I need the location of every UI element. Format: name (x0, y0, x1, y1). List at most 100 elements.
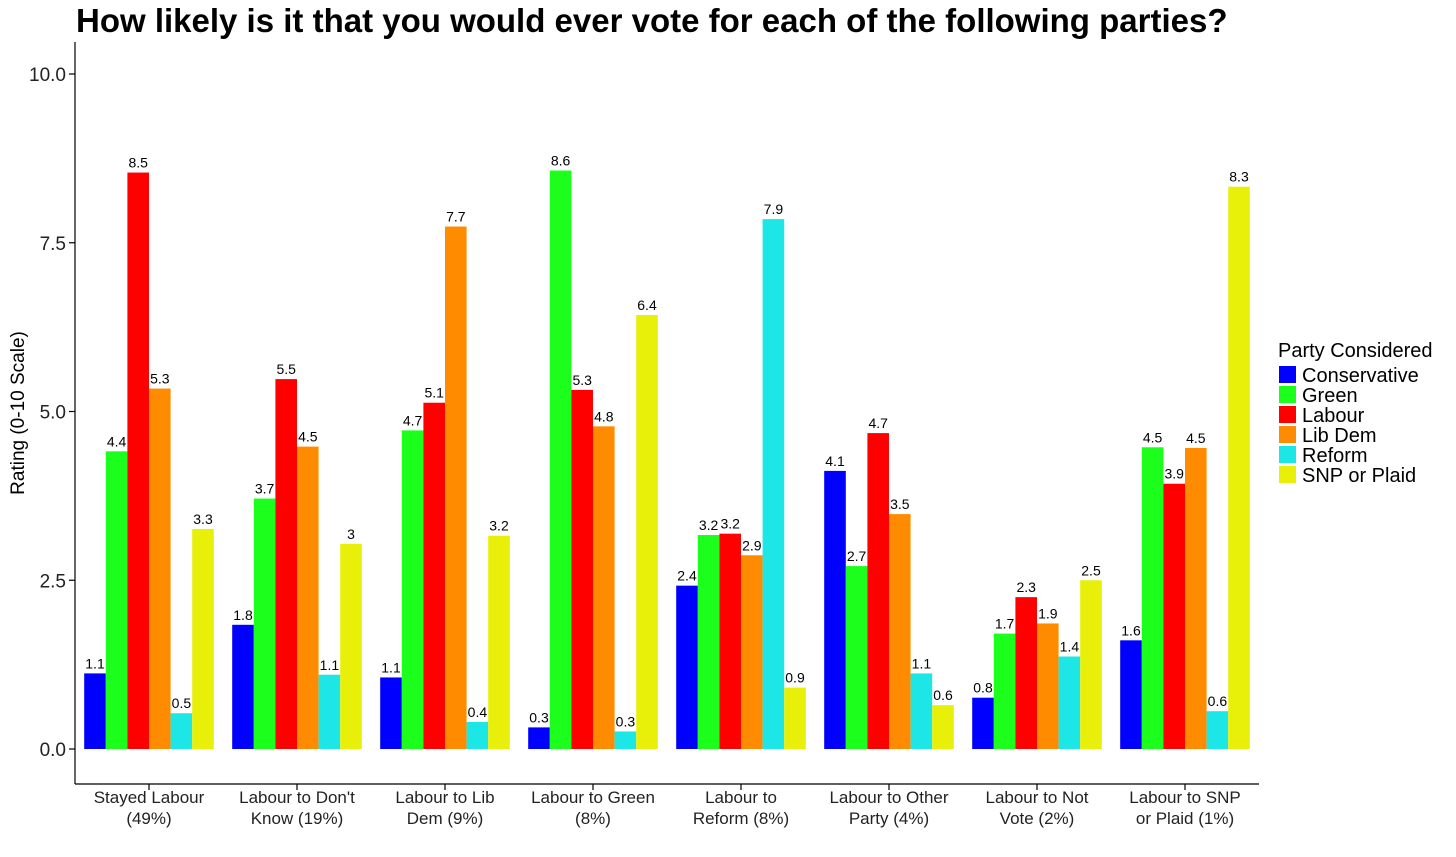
chart-axes (74, 42, 1259, 785)
bar-lib-dem (297, 446, 319, 749)
data-label: 3.2 (489, 518, 509, 534)
x-category-label: Reform (8%) (693, 809, 789, 828)
legend-label: Lib Dem (1302, 425, 1376, 447)
legend-label: Labour (1302, 405, 1365, 427)
data-label: 3.9 (1164, 466, 1184, 482)
bar-labour (867, 433, 889, 749)
legend-swatch-lib-dem (1279, 426, 1296, 443)
data-label: 8.3 (1229, 169, 1249, 185)
x-category-label: Labour to Don't (239, 788, 355, 807)
x-category-label: Vote (2%) (1000, 809, 1075, 828)
legend-swatch-labour (1279, 406, 1296, 423)
data-label: 3 (347, 526, 355, 542)
x-category-label: Labour to Green (531, 788, 655, 807)
bar-snp-or-plaid (636, 314, 658, 749)
bar-reform (762, 219, 785, 750)
bar-snp-or-plaid (192, 528, 214, 749)
data-label: 0.6 (1208, 693, 1228, 709)
bar-labour (1163, 483, 1185, 749)
bar-conservative (676, 585, 698, 749)
bar-conservative (380, 677, 402, 749)
x-category-label: Labour to Not (985, 788, 1088, 807)
legend-swatch-conservative (1279, 366, 1296, 383)
bar-labour (1015, 597, 1037, 750)
y-tick-label: 2.5 (40, 571, 66, 592)
bar-green (697, 535, 720, 749)
data-label: 3.5 (890, 496, 910, 512)
data-label: 4.8 (594, 408, 614, 424)
legend-label: Conservative (1302, 365, 1419, 387)
data-label: 0.5 (172, 695, 192, 711)
bar-lib-dem (1185, 447, 1207, 749)
data-label: 5.3 (150, 371, 170, 387)
data-label: 0.4 (468, 704, 488, 720)
bar-reform (318, 674, 341, 749)
data-label: 1.4 (1060, 639, 1080, 655)
x-category-label: Labour to Lib (395, 788, 494, 807)
bar-snp-or-plaid (932, 705, 954, 750)
data-label: 2.7 (847, 548, 867, 564)
x-category-label: Dem (9%) (407, 809, 484, 828)
bar-green (1141, 447, 1164, 749)
bar-reform (1206, 711, 1229, 749)
y-axis-title: Rating (0-10 Scale) (8, 331, 29, 495)
legend-swatch-snp-or-plaid (1279, 466, 1296, 483)
x-category-labels: Stayed Labour (49%) Labour to Don't Know (1… (94, 784, 1241, 828)
bar-green (845, 566, 868, 749)
x-category-label: Party (4%) (849, 809, 929, 828)
bar-reform (614, 731, 637, 749)
data-label: 4.5 (298, 429, 318, 445)
data-label: 8.5 (128, 155, 148, 171)
bar-labour (571, 389, 593, 749)
bar-snp-or-plaid (784, 687, 806, 749)
data-label: 6.4 (637, 297, 657, 313)
bar-conservative (824, 470, 846, 749)
x-category-label: (8%) (575, 809, 611, 828)
data-label: 4.7 (868, 415, 888, 431)
x-category-label: Labour to (705, 788, 777, 807)
legend-label: Reform (1302, 445, 1368, 467)
x-category-label: or Plaid (1%) (1136, 809, 1234, 828)
data-label: 4.7 (403, 412, 423, 428)
bar-reform (1058, 656, 1081, 749)
data-label: 0.8 (973, 680, 993, 696)
bar-reform (910, 673, 933, 749)
x-category-label: Stayed Labour (94, 788, 205, 807)
legend-label: SNP or Plaid (1302, 465, 1416, 487)
data-label: 0.6 (933, 687, 953, 703)
data-label: 1.1 (381, 659, 401, 675)
data-label: 4.1 (825, 453, 845, 469)
data-label: 3.2 (720, 516, 740, 532)
data-label: 3.3 (193, 511, 213, 527)
bar-reform (170, 713, 193, 749)
data-label: 5.3 (572, 372, 592, 388)
x-category-label: Labour to Other (829, 788, 948, 807)
x-category-label: Labour to SNP (1129, 788, 1241, 807)
bar-conservative (528, 727, 550, 749)
bar-green (253, 498, 276, 749)
bar-green (993, 633, 1016, 749)
y-tick-label: 0.0 (40, 740, 66, 761)
bar-lib-dem (445, 226, 467, 750)
bar-snp-or-plaid (1228, 186, 1250, 750)
data-label: 2.9 (742, 537, 762, 553)
data-label: 4.5 (1186, 430, 1206, 446)
bar-lib-dem (741, 555, 763, 749)
data-label: 1.6 (1121, 622, 1141, 638)
bar-reform (466, 722, 489, 749)
data-label: 1.1 (85, 655, 105, 671)
bar-snp-or-plaid (488, 535, 510, 749)
bar-lib-dem (1037, 623, 1059, 749)
data-label: 1.7 (995, 616, 1015, 632)
data-label: 0.9 (785, 670, 805, 686)
bar-green (401, 430, 424, 749)
bar-snp-or-plaid (1080, 580, 1102, 749)
legend-title: Party Considered (1278, 340, 1433, 362)
data-label: 4.5 (1143, 429, 1163, 445)
y-tick-label: 5.0 (40, 403, 66, 424)
data-label: 8.6 (551, 153, 571, 169)
bar-lib-dem (593, 426, 615, 749)
bar-labour (275, 379, 297, 749)
bar-snp-or-plaid (340, 543, 362, 749)
